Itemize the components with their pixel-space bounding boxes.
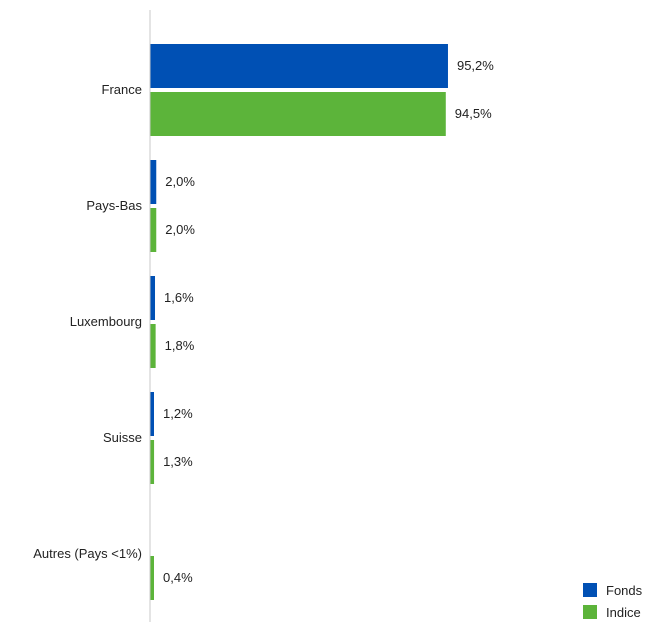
value-label: 2,0% — [165, 222, 195, 237]
category-label: Suisse — [103, 430, 142, 445]
legend: Fonds Indice — [583, 583, 643, 620]
bar-indice-4 — [150, 556, 154, 600]
category-label: Autres (Pays <1%) — [33, 546, 142, 561]
value-label: 0,4% — [163, 570, 193, 585]
category-labels-layer: France Pays-Bas Luxembourg Suisse Autres (Pa… — [33, 82, 142, 561]
value-label: 1,3% — [163, 454, 193, 469]
legend-label-fonds: Fonds — [606, 583, 643, 598]
legend-label-indice: Indice — [606, 605, 641, 620]
bar-indice-1 — [150, 208, 157, 252]
bar-indice-0 — [150, 92, 446, 136]
category-label: France — [102, 82, 142, 97]
bars-layer — [150, 44, 448, 600]
value-label: 2,0% — [165, 174, 195, 189]
bar-indice-3 — [150, 440, 155, 484]
category-label: Luxembourg — [70, 314, 142, 329]
value-labels-layer: 95,2% 94,5% 2,0% 2,0% 1,6% 1,8% 1,2% 1,3% 0,4% — [163, 58, 494, 585]
legend-swatch-fonds — [583, 583, 597, 597]
bar-fonds-1 — [150, 160, 157, 204]
bar-fonds-0 — [150, 44, 448, 88]
bar-fonds-2 — [150, 276, 156, 320]
value-label: 95,2% — [457, 58, 494, 73]
value-label: 1,8% — [165, 338, 195, 353]
value-label: 94,5% — [455, 106, 492, 121]
category-label: Pays-Bas — [86, 198, 142, 213]
bar-fonds-3 — [150, 392, 154, 436]
bar-indice-2 — [150, 324, 156, 368]
value-label: 1,2% — [163, 406, 193, 421]
legend-swatch-indice — [583, 605, 597, 619]
value-label: 1,6% — [164, 290, 194, 305]
